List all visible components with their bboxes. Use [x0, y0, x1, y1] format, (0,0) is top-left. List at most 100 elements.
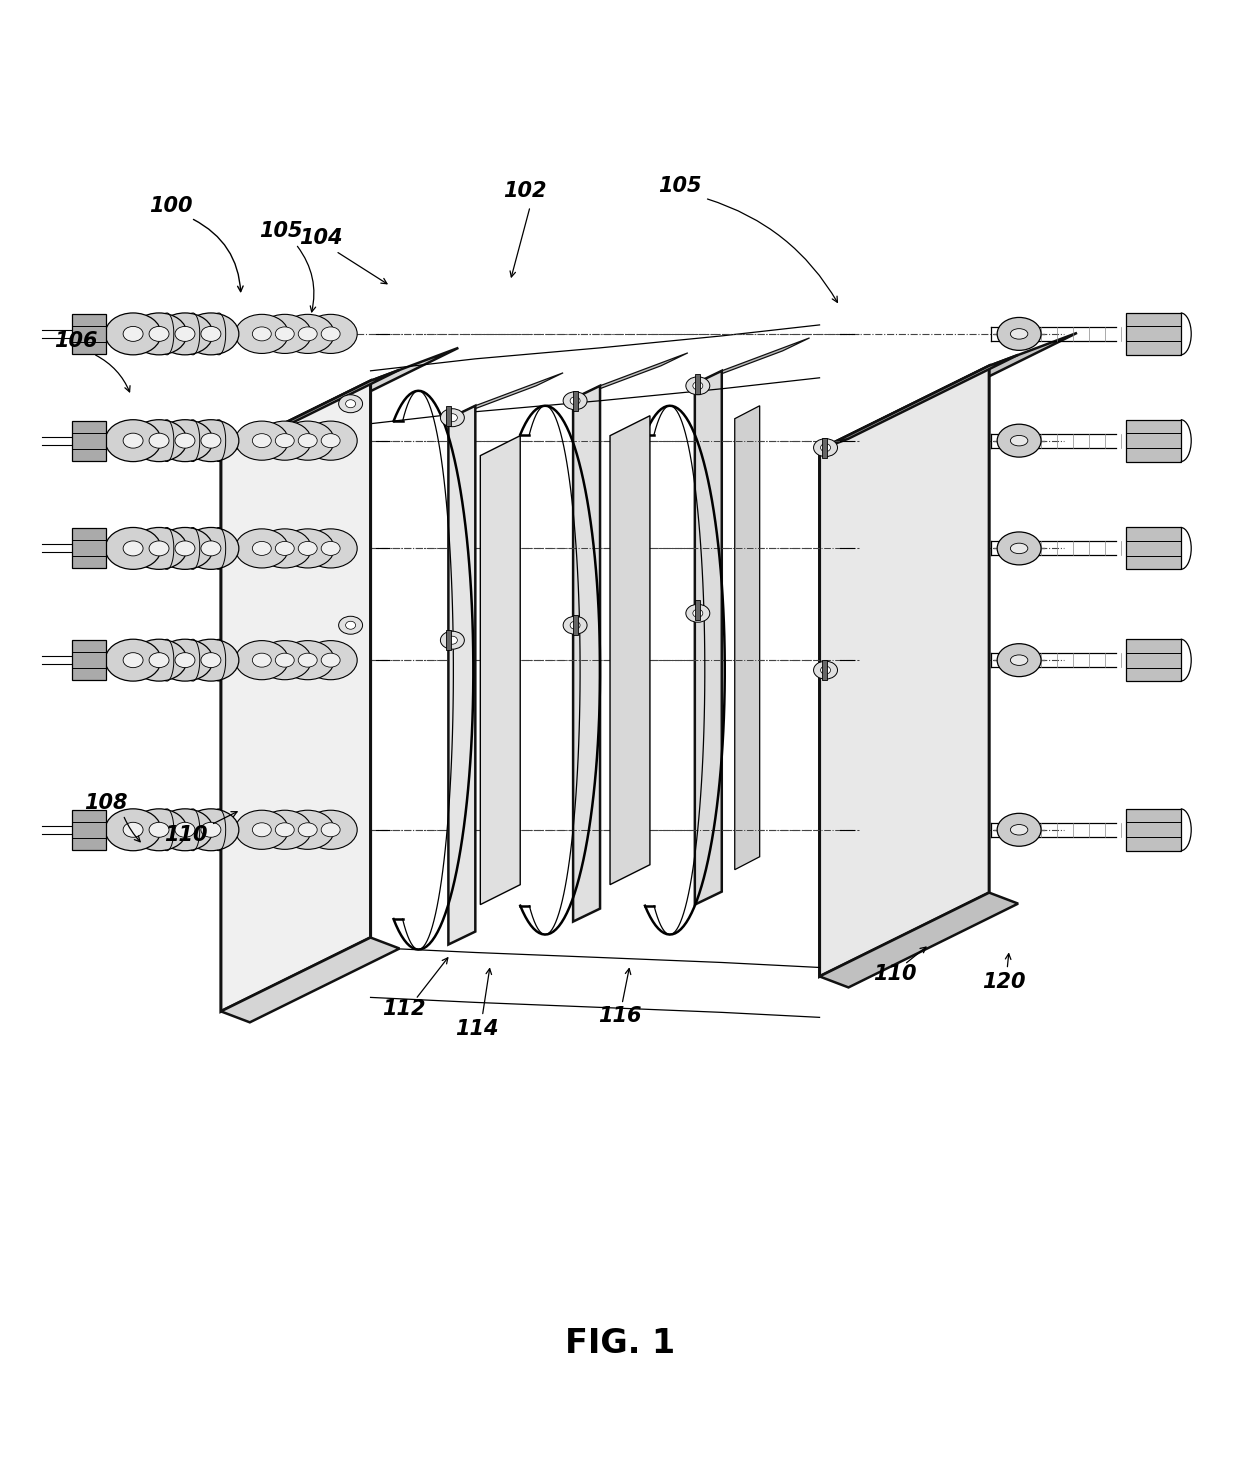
- Ellipse shape: [201, 822, 221, 838]
- Ellipse shape: [201, 653, 221, 668]
- Ellipse shape: [304, 640, 357, 680]
- Ellipse shape: [236, 640, 289, 680]
- Polygon shape: [820, 333, 1078, 450]
- Ellipse shape: [123, 541, 143, 555]
- Ellipse shape: [252, 653, 272, 667]
- Ellipse shape: [281, 640, 335, 680]
- Polygon shape: [1126, 419, 1180, 461]
- Ellipse shape: [105, 419, 161, 461]
- Ellipse shape: [184, 527, 239, 570]
- Text: 105: 105: [259, 221, 303, 242]
- Ellipse shape: [252, 434, 272, 448]
- Ellipse shape: [448, 413, 458, 422]
- Ellipse shape: [570, 621, 580, 630]
- Ellipse shape: [201, 327, 221, 341]
- Ellipse shape: [275, 327, 294, 341]
- Ellipse shape: [448, 636, 458, 645]
- Ellipse shape: [252, 327, 272, 341]
- Ellipse shape: [563, 617, 587, 634]
- Text: 106: 106: [55, 331, 98, 352]
- FancyBboxPatch shape: [573, 615, 578, 636]
- Ellipse shape: [997, 425, 1042, 457]
- Ellipse shape: [157, 639, 213, 681]
- Polygon shape: [694, 338, 810, 384]
- Ellipse shape: [686, 604, 709, 623]
- Ellipse shape: [997, 532, 1042, 565]
- Polygon shape: [72, 529, 107, 568]
- Polygon shape: [480, 435, 521, 904]
- Polygon shape: [72, 810, 107, 850]
- Ellipse shape: [149, 541, 169, 555]
- FancyBboxPatch shape: [822, 661, 827, 680]
- Ellipse shape: [346, 621, 356, 630]
- Ellipse shape: [563, 391, 587, 410]
- Ellipse shape: [339, 394, 362, 413]
- Ellipse shape: [157, 419, 213, 461]
- Ellipse shape: [184, 809, 239, 851]
- Ellipse shape: [252, 542, 272, 555]
- Ellipse shape: [258, 640, 311, 680]
- Ellipse shape: [281, 529, 335, 568]
- Text: 116: 116: [598, 1006, 642, 1027]
- Ellipse shape: [440, 631, 464, 649]
- Polygon shape: [573, 385, 600, 921]
- Ellipse shape: [321, 653, 340, 667]
- Text: 102: 102: [503, 182, 547, 201]
- Ellipse shape: [149, 434, 169, 448]
- Polygon shape: [694, 371, 722, 904]
- FancyBboxPatch shape: [446, 406, 451, 426]
- Ellipse shape: [299, 327, 317, 341]
- Ellipse shape: [258, 315, 311, 353]
- Ellipse shape: [275, 434, 294, 448]
- Ellipse shape: [813, 438, 837, 457]
- Ellipse shape: [997, 318, 1042, 350]
- Ellipse shape: [304, 529, 357, 568]
- Polygon shape: [1126, 809, 1180, 851]
- Ellipse shape: [304, 315, 357, 353]
- Ellipse shape: [281, 420, 335, 460]
- Ellipse shape: [175, 653, 195, 668]
- Ellipse shape: [123, 822, 143, 838]
- Polygon shape: [221, 381, 371, 1011]
- FancyBboxPatch shape: [696, 601, 701, 620]
- Ellipse shape: [1011, 655, 1028, 665]
- Ellipse shape: [997, 643, 1042, 677]
- Text: 100: 100: [149, 196, 192, 217]
- Ellipse shape: [236, 315, 289, 353]
- Ellipse shape: [821, 444, 831, 451]
- Polygon shape: [735, 406, 760, 870]
- Ellipse shape: [299, 434, 317, 448]
- Polygon shape: [72, 640, 107, 680]
- FancyBboxPatch shape: [696, 374, 701, 394]
- Ellipse shape: [105, 527, 161, 570]
- Ellipse shape: [1011, 435, 1028, 445]
- Text: 120: 120: [982, 973, 1025, 992]
- Polygon shape: [820, 366, 990, 977]
- FancyBboxPatch shape: [446, 630, 451, 650]
- Polygon shape: [221, 938, 399, 1023]
- Ellipse shape: [813, 661, 837, 680]
- Text: 110: 110: [873, 964, 916, 984]
- Ellipse shape: [346, 400, 356, 407]
- Ellipse shape: [339, 617, 362, 634]
- Ellipse shape: [123, 653, 143, 668]
- Ellipse shape: [131, 314, 187, 355]
- Polygon shape: [449, 406, 475, 945]
- Text: 105: 105: [658, 176, 702, 196]
- Ellipse shape: [440, 409, 464, 426]
- FancyBboxPatch shape: [822, 438, 827, 457]
- Ellipse shape: [258, 810, 311, 850]
- Ellipse shape: [157, 527, 213, 570]
- Text: 112: 112: [382, 999, 425, 1020]
- Polygon shape: [72, 314, 107, 355]
- Ellipse shape: [105, 809, 161, 851]
- Ellipse shape: [131, 639, 187, 681]
- Ellipse shape: [1011, 825, 1028, 835]
- Polygon shape: [820, 892, 1018, 987]
- Ellipse shape: [149, 822, 169, 838]
- Ellipse shape: [157, 809, 213, 851]
- Ellipse shape: [201, 541, 221, 555]
- Ellipse shape: [131, 419, 187, 461]
- Ellipse shape: [693, 609, 703, 617]
- Polygon shape: [820, 355, 1018, 450]
